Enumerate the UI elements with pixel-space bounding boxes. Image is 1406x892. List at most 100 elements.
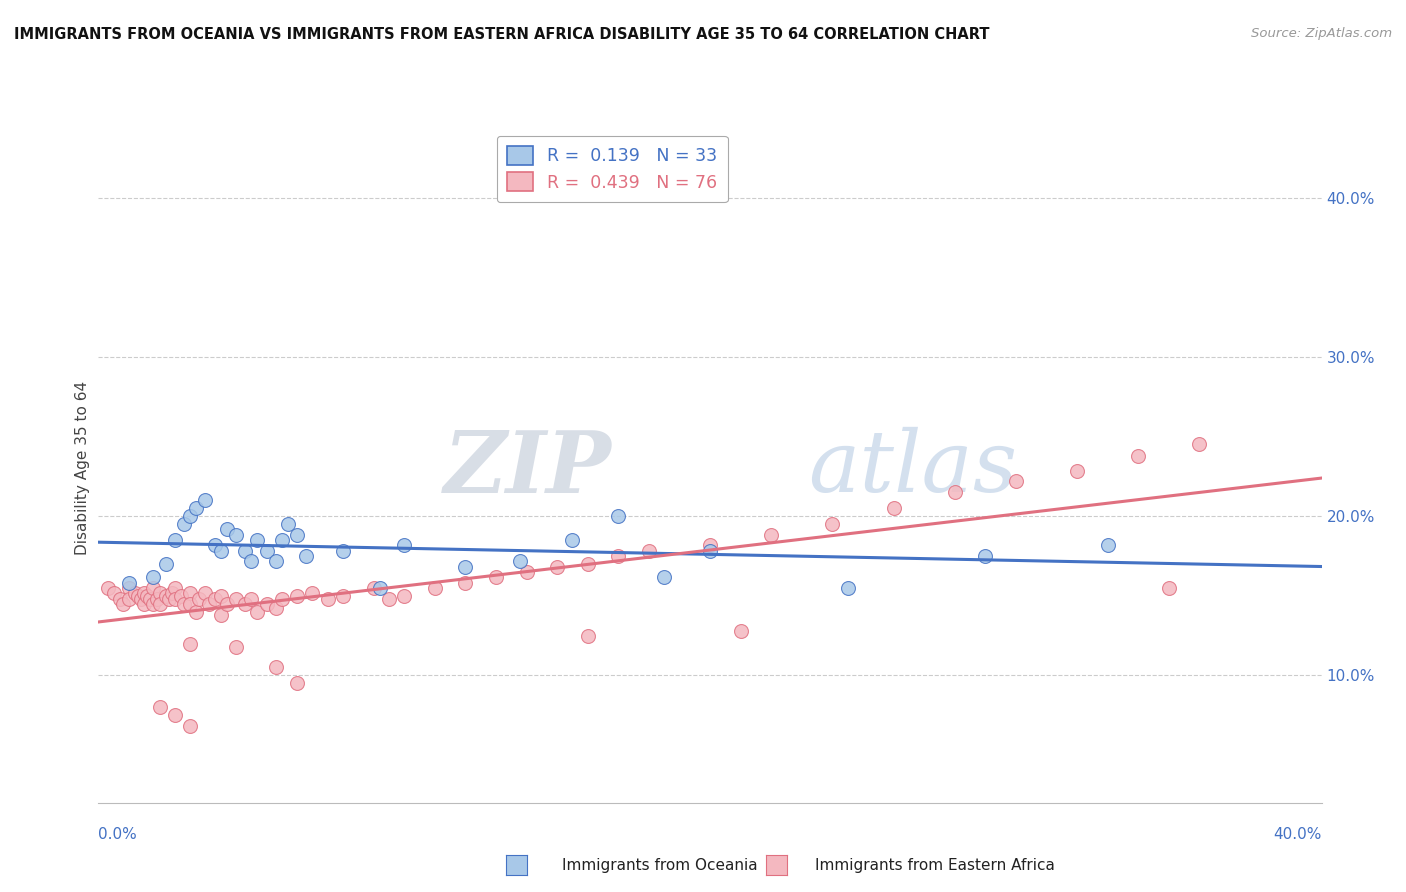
Point (256, 544, 278, 558)
Point (194, 585, 217, 599)
Point (124, 585, 146, 599)
Point (368, 581, 391, 595)
Point (561, 533, 583, 547)
Point (118, 581, 141, 595)
Point (225, 528, 247, 542)
Point (1004, 474, 1026, 488)
Text: 0.0%: 0.0% (98, 827, 138, 841)
Point (134, 597, 156, 611)
Point (179, 585, 201, 599)
Point (103, 585, 125, 599)
Point (179, 597, 201, 611)
Point (576, 628, 599, 642)
Point (883, 501, 905, 516)
Point (546, 560, 568, 574)
Point (246, 533, 269, 547)
Point (194, 493, 217, 508)
Point (285, 528, 308, 542)
Point (160, 585, 183, 599)
Point (730, 624, 752, 638)
Point (170, 589, 193, 603)
Point (285, 589, 308, 603)
Point (186, 605, 208, 619)
Point (301, 585, 323, 599)
Point (332, 544, 354, 558)
Point (607, 549, 630, 563)
Point (264, 660, 287, 674)
Point (97, 581, 120, 595)
Text: Source: ZipAtlas.com: Source: ZipAtlas.com (1251, 27, 1392, 40)
Point (423, 581, 446, 595)
Point (197, 597, 219, 611)
Point (145, 591, 167, 606)
Point (139, 591, 162, 606)
Point (233, 544, 256, 558)
Point (173, 517, 195, 532)
Point (637, 544, 661, 558)
Point (240, 554, 263, 568)
Text: Immigrants from Oceania: Immigrants from Oceania (562, 858, 758, 872)
Point (837, 581, 859, 595)
Point (155, 557, 177, 571)
Point (264, 554, 287, 568)
Text: atlas: atlas (808, 427, 1017, 509)
Point (118, 576, 141, 591)
Point (149, 700, 172, 714)
Point (256, 597, 278, 611)
Point (118, 591, 141, 606)
Point (285, 676, 308, 690)
Point (108, 591, 131, 606)
Point (157, 591, 180, 606)
Point (163, 708, 186, 723)
Point (240, 591, 263, 606)
Point (974, 549, 997, 563)
Point (179, 636, 201, 650)
Point (149, 585, 172, 599)
Point (179, 719, 201, 733)
Point (607, 509, 630, 524)
Legend: R =  0.139   N = 33, R =  0.439   N = 76: R = 0.139 N = 33, R = 0.439 N = 76 (496, 136, 728, 202)
Text: 40.0%: 40.0% (1274, 827, 1322, 841)
Point (270, 591, 292, 606)
Point (173, 597, 195, 611)
Point (699, 544, 721, 558)
Point (454, 560, 477, 574)
Y-axis label: Disability Age 35 to 64: Disability Age 35 to 64 (75, 381, 90, 556)
Point (1157, 581, 1180, 595)
Point (652, 569, 675, 583)
Point (142, 581, 165, 595)
Point (215, 597, 238, 611)
Point (127, 589, 149, 603)
Point (264, 601, 287, 615)
Point (246, 605, 269, 619)
Point (225, 640, 247, 654)
Point (821, 517, 844, 532)
Point (163, 591, 186, 606)
Point (209, 607, 232, 622)
Point (129, 591, 152, 606)
Point (392, 589, 416, 603)
Text: ZIP: ZIP (444, 426, 612, 510)
Point (188, 591, 211, 606)
Point (142, 597, 165, 611)
Point (1097, 538, 1119, 552)
Point (111, 597, 134, 611)
Point (233, 597, 256, 611)
Text: IMMIGRANTS FROM OCEANIA VS IMMIGRANTS FROM EASTERN AFRICA DISABILITY AGE 35 TO 6: IMMIGRANTS FROM OCEANIA VS IMMIGRANTS FR… (14, 27, 990, 42)
Point (134, 585, 156, 599)
Point (363, 581, 385, 595)
Point (699, 538, 721, 552)
Point (392, 538, 416, 552)
Point (136, 589, 159, 603)
Point (179, 509, 201, 524)
Point (485, 569, 508, 583)
Point (215, 522, 238, 536)
Point (576, 557, 599, 571)
Point (142, 569, 165, 583)
Point (316, 591, 339, 606)
Point (516, 565, 538, 579)
Point (332, 589, 354, 603)
Point (277, 517, 299, 532)
Point (163, 533, 186, 547)
Point (378, 591, 401, 606)
